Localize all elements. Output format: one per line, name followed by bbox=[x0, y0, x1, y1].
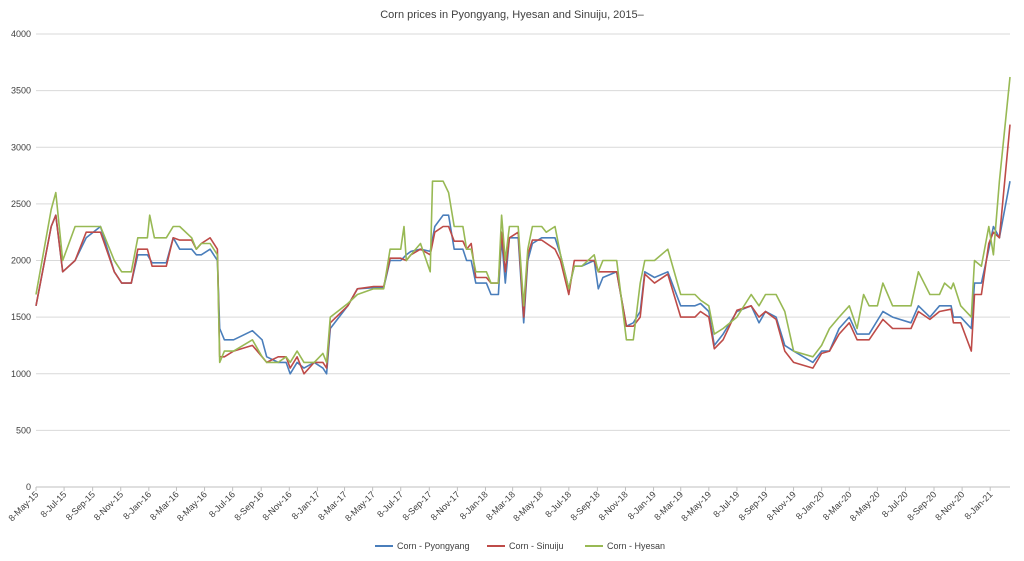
y-tick-label: 1500 bbox=[11, 312, 31, 322]
y-tick-label: 2000 bbox=[11, 256, 31, 266]
y-tick-label: 500 bbox=[16, 425, 31, 435]
x-tick-label: 8-Nov-19 bbox=[765, 489, 798, 522]
x-tick-label: 8-May-20 bbox=[848, 489, 882, 523]
series-line-corn-hyesan bbox=[35, 76, 1011, 364]
y-tick-label: 3000 bbox=[11, 142, 31, 152]
x-tick-label: 8-Sep-15 bbox=[64, 489, 97, 522]
legend-label: Corn - Pyongyang bbox=[397, 541, 470, 551]
x-tick-label: 8-Nov-16 bbox=[260, 489, 293, 522]
y-tick-label: 2500 bbox=[11, 199, 31, 209]
x-tick-label: 8-Sep-16 bbox=[232, 489, 265, 522]
x-tick-label: 8-May-18 bbox=[511, 489, 545, 523]
y-axis-ticks: 0 500 1000 1500 2000 2500 3000 3500 4000 bbox=[11, 29, 31, 492]
x-axis-ticks: 8-May-158-Jul-158-Sep-158-Nov-158-Jan-16… bbox=[6, 487, 995, 523]
x-tick-label: 8-Sep-17 bbox=[400, 489, 433, 522]
x-tick-label: 8-Jan-21 bbox=[962, 489, 994, 521]
y-tick-label: 1000 bbox=[11, 369, 31, 379]
x-tick-label: 8-May-17 bbox=[343, 489, 377, 523]
grid-lines bbox=[36, 33, 1010, 488]
y-tick-label: 3500 bbox=[11, 86, 31, 96]
series-lines bbox=[35, 76, 1011, 375]
x-tick-label: 8-Nov-18 bbox=[597, 489, 630, 522]
series-line-corn-pyongyang bbox=[35, 181, 1011, 375]
legend: Corn - Pyongyang Corn - Sinuiju Corn - Hye… bbox=[375, 541, 665, 551]
chart-title: Corn prices in Pyongyang, Hyesan and Sin… bbox=[380, 9, 644, 21]
y-tick-label: 0 bbox=[26, 482, 31, 492]
legend-label: Corn - Hyesan bbox=[607, 541, 665, 551]
legend-label: Corn - Sinuiju bbox=[509, 541, 564, 551]
y-tick-label: 4000 bbox=[11, 29, 31, 39]
x-tick-label: 8-Sep-18 bbox=[569, 489, 602, 522]
x-tick-label: 8-Sep-19 bbox=[737, 489, 770, 522]
x-tick-label: 8-May-16 bbox=[175, 489, 209, 523]
x-tick-label: 8-Nov-15 bbox=[92, 489, 125, 522]
x-tick-label: 8-Nov-20 bbox=[933, 489, 966, 522]
x-tick-label: 8-Nov-17 bbox=[429, 489, 462, 522]
x-tick-label: 8-May-19 bbox=[679, 489, 713, 523]
x-tick-label: 8-May-15 bbox=[6, 489, 40, 523]
series-line-corn-sinuiju bbox=[35, 124, 1011, 375]
x-tick-label: 8-Sep-20 bbox=[905, 489, 938, 522]
